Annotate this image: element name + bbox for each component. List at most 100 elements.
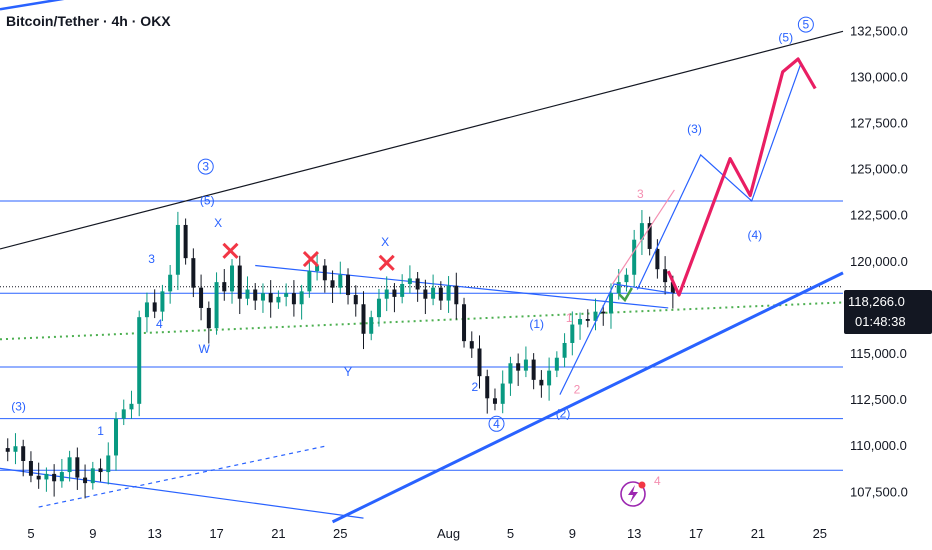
candle-body (222, 282, 227, 292)
candle (98, 458, 103, 482)
y-tick-label: 115,000.0 (850, 346, 907, 361)
red-x-stroke (378, 254, 395, 271)
candle (253, 283, 258, 310)
candle (624, 268, 629, 292)
candle (299, 284, 304, 320)
candle-body (191, 258, 196, 288)
trendlines (0, 0, 844, 524)
candle (52, 464, 57, 497)
wave-label-wave3-sub: 3 (148, 252, 155, 266)
candle (384, 276, 389, 312)
price-tag-bg (844, 290, 932, 334)
candle-body (523, 359, 528, 371)
x-tick-label: 5 (507, 526, 514, 541)
candle-body (423, 289, 428, 299)
candle (578, 312, 583, 340)
candle-body (338, 274, 343, 288)
candle (36, 462, 41, 489)
candle-body (438, 287, 443, 301)
candle (392, 283, 397, 313)
wave-label-x2: X (381, 235, 389, 249)
candle-body (570, 324, 575, 343)
candle (415, 271, 420, 302)
candle-body (415, 278, 420, 290)
candle (477, 335, 482, 389)
candle (291, 280, 296, 317)
candle-body (21, 446, 26, 461)
candle-body (384, 289, 389, 299)
candle (222, 269, 227, 301)
candle (268, 280, 273, 318)
pink-projection-path (666, 57, 817, 297)
candle-body (431, 287, 436, 299)
candle-body (260, 293, 265, 301)
candle-body (214, 282, 219, 329)
candle-body (168, 274, 173, 292)
candle (13, 433, 18, 465)
candle-body (268, 293, 273, 303)
x-tick-label: 9 (569, 526, 576, 541)
candle (531, 353, 536, 390)
wave-label-y-label: Y (344, 365, 352, 379)
candle (106, 442, 111, 485)
lightning-alert-icon[interactable] (620, 481, 646, 507)
wave-label-pink-3: 3 (637, 187, 644, 201)
candle-body (315, 265, 320, 272)
candle-body (632, 239, 637, 275)
candle-body (353, 295, 358, 305)
candle-body (446, 285, 451, 301)
candle (585, 309, 590, 328)
candle-body (284, 293, 289, 297)
wave-label-w3-future: (3) (687, 122, 702, 136)
candle (28, 451, 33, 483)
candle-body (663, 269, 668, 283)
candle (168, 264, 173, 304)
bar-countdown: 01:48:38 (855, 314, 906, 329)
candle (183, 218, 188, 265)
candle-body (36, 475, 41, 480)
candle (114, 412, 119, 471)
candle (601, 305, 606, 326)
candle (369, 310, 374, 341)
candle-body (114, 418, 119, 456)
candle-body (554, 357, 559, 371)
candle (454, 272, 459, 320)
candle (346, 268, 351, 305)
candle (206, 301, 211, 344)
candle (570, 311, 575, 356)
candle-body (175, 224, 180, 275)
candle (516, 353, 521, 386)
candle-body (361, 304, 366, 334)
candle (353, 285, 358, 317)
candle-body (83, 477, 88, 484)
wave-label-w4-future: (4) (747, 228, 762, 242)
candle-body (253, 289, 258, 301)
candle (438, 281, 443, 310)
x-tick-label: 13 (627, 526, 641, 541)
green-check-mark (618, 287, 633, 303)
x-tick-label: 5 (27, 526, 34, 541)
wave-label-x1: X (214, 216, 222, 230)
candle-body (129, 403, 134, 410)
candle (663, 256, 668, 295)
candle-body (593, 311, 598, 321)
candle-body (346, 274, 351, 296)
candle (160, 284, 165, 322)
candle-body (98, 468, 103, 473)
last-price-tag: 118,266.0 01:48:38 (844, 290, 932, 334)
y-tick-label: 110,000.0 (850, 438, 907, 453)
candle (523, 346, 528, 378)
wave-label-wave4-sub: 4 (156, 317, 163, 331)
candle (500, 370, 505, 414)
candle-body (199, 287, 204, 308)
red-x-mark-2 (378, 254, 395, 271)
candle (21, 439, 26, 477)
candle (75, 447, 80, 490)
candle (307, 261, 312, 298)
candle-body (299, 291, 304, 305)
candle-body (647, 223, 652, 249)
candle-body (531, 359, 536, 380)
candle-body (547, 370, 552, 386)
wave-label-w3-circle: 3 (202, 160, 209, 174)
